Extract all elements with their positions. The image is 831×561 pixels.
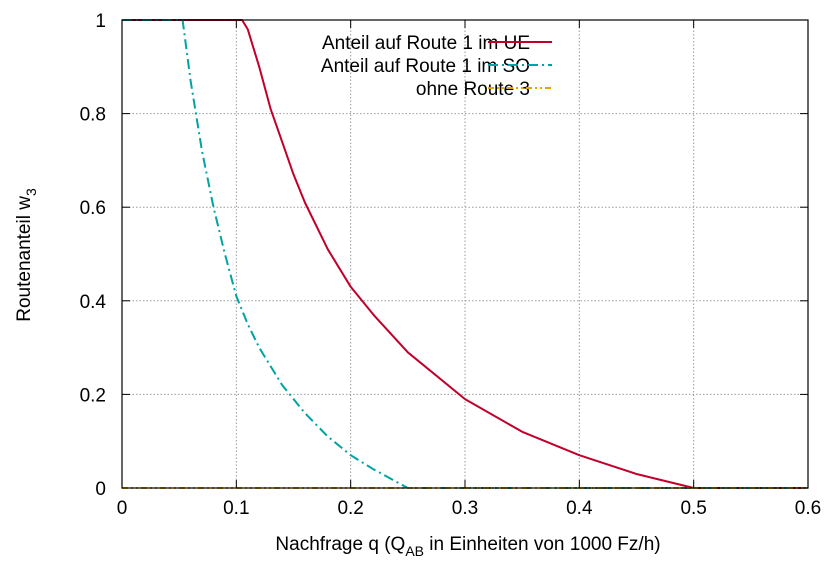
ticks: 0 0.1 0.2 0.3 0.4 0.5 0.6 0 0.2 0.4 0.6 0.8 1	[80, 11, 822, 519]
grid	[122, 20, 808, 488]
legend-label: Anteil auf Route 1 im SO	[321, 56, 530, 77]
y-tick-label: 0.8	[80, 105, 106, 126]
x-tick-label: 0.6	[795, 498, 821, 519]
x-tick-label: 0	[117, 498, 128, 519]
legend-label: Anteil auf Route 1 im UE	[322, 33, 530, 54]
y-tick-label: 0.4	[80, 292, 107, 313]
x-tick-label: 0.2	[337, 498, 363, 519]
y-axis-label: Routenanteil w3	[14, 188, 39, 322]
legend-label: ohne Route 3	[416, 79, 530, 100]
series-line-1	[122, 19, 808, 489]
x-tick-label: 0.4	[566, 498, 593, 519]
y-tick-label: 0.2	[80, 385, 106, 406]
x-tick-label: 0.5	[680, 498, 706, 519]
y-tick-label: 1	[95, 11, 106, 32]
series-line-2	[122, 19, 808, 489]
y-tick-label: 0	[95, 479, 106, 500]
x-tick-label: 0.1	[223, 498, 249, 519]
y-tick-label: 0.6	[80, 198, 106, 219]
x-tick-label: 0.3	[452, 498, 478, 519]
x-axis-label: Nachfrage q (QAB in Einheiten von 1000 F…	[275, 534, 660, 559]
